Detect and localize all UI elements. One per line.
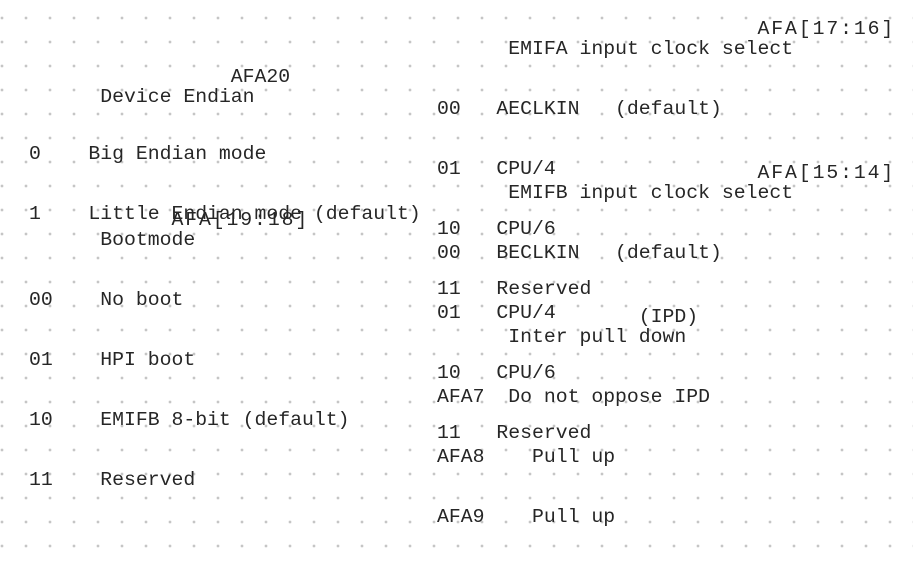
- section-title: EMIFA input clock select: [508, 38, 794, 60]
- option-line: 01 CPU/4: [437, 302, 556, 324]
- option-line: 1 Little Endian mode (default): [29, 203, 421, 225]
- option-line: AFA9 Pull up: [437, 506, 616, 528]
- document-page: { "colors": { "background": "#ffffff", "…: [0, 0, 913, 527]
- section-heading: Bootmode AFA[19:18]: [29, 210, 307, 250]
- section-title: EMIFB input clock select: [508, 182, 794, 204]
- option-list: 0 Big Endian mode 1 Little Endian mode (…: [29, 104, 421, 264]
- option-line: 00 AECLKIN (default): [437, 98, 722, 120]
- option-line: AFA7 Do not oppose IPD: [437, 386, 711, 408]
- section-heading: Device Endian AFA20: [29, 67, 290, 107]
- option-line: 01 HPI boot: [29, 349, 196, 371]
- option-line: 01 CPU/4: [437, 158, 556, 180]
- section-heading: EMIFB input clock select AFA[15:14]: [437, 163, 893, 203]
- option-line: 00 BECLKIN (default): [437, 242, 722, 264]
- section-title: Inter pull down: [508, 326, 687, 348]
- section-title: Bootmode: [100, 229, 196, 251]
- option-line: 11 Reserved: [437, 278, 592, 300]
- option-line: 10 CPU/6: [437, 218, 556, 240]
- section-heading: EMIFA input clock select AFA[17:16]: [437, 19, 893, 59]
- option-list: AFA7 Do not oppose IPD AFA8 Pull up AFA9…: [437, 347, 710, 567]
- section-heading: Inter pull down (IPD): [437, 307, 698, 347]
- option-list: 00 AECLKIN (default) 01 CPU/4 10 CPU/6 1…: [437, 59, 722, 339]
- option-line: AFA8 Pull up: [437, 446, 616, 468]
- option-line: 10 EMIFB 8-bit (default): [29, 409, 350, 431]
- option-line: 0 Big Endian mode: [29, 143, 267, 165]
- option-line: 00 No boot: [29, 289, 184, 311]
- register-field-name: AFA[17:16]: [757, 18, 896, 40]
- section-title: Device Endian: [100, 86, 255, 108]
- option-line: 11 Reserved: [29, 469, 196, 491]
- register-field-name: (IPD): [638, 306, 699, 328]
- option-line: 10 CPU/6: [437, 362, 556, 384]
- register-field-name: AFA[15:14]: [757, 162, 896, 184]
- register-field-name: AFA[19:18]: [171, 209, 310, 231]
- register-field-name: AFA20: [230, 66, 291, 88]
- option-list: 00 No boot 01 HPI boot 10 EMIFB 8-bit (d…: [29, 250, 350, 530]
